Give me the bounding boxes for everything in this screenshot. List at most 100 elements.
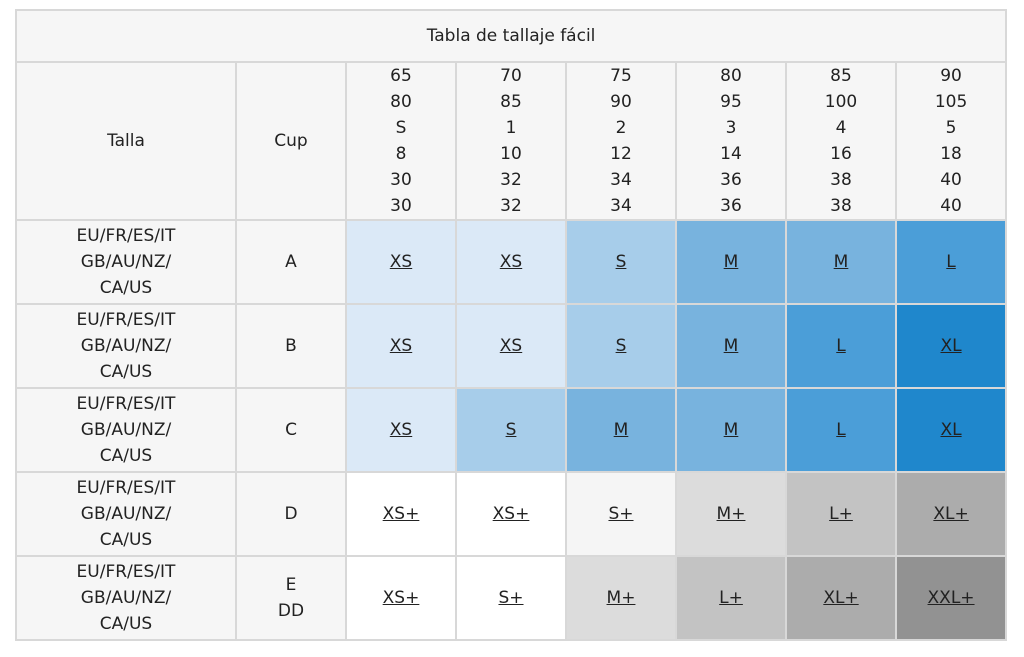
size-cell: S [455, 387, 567, 473]
size-link[interactable]: XS+ [492, 504, 530, 524]
size-link[interactable]: M [723, 420, 739, 440]
cup-label: C [235, 387, 347, 473]
measure-value: 95 [720, 92, 742, 112]
size-link[interactable]: XL [940, 420, 962, 440]
cup-line: DD [277, 601, 305, 621]
measure-value: 30 [390, 170, 412, 190]
header-measure-column: 90 105 5 18 40 40 [894, 61, 1008, 221]
size-cell: M [675, 387, 787, 473]
measure-value: 32 [500, 196, 522, 216]
size-link[interactable]: XL+ [933, 504, 969, 524]
region-line: CA/US [99, 446, 153, 466]
size-link[interactable]: M [613, 420, 629, 440]
size-link[interactable]: XS+ [382, 588, 420, 608]
region-label: EU/FR/ES/IT GB/AU/NZ/CA/US [15, 555, 237, 641]
region-line: GB/AU/NZ/ [80, 588, 172, 608]
size-link[interactable]: L+ [719, 588, 743, 608]
measure-value: 1 [505, 118, 517, 138]
measure-value: 18 [940, 144, 962, 164]
size-link[interactable]: L [836, 420, 846, 440]
cup-line: A [285, 252, 297, 272]
size-link[interactable]: S+ [608, 504, 634, 524]
size-cell: S+ [565, 471, 677, 557]
size-link[interactable]: M [723, 336, 739, 356]
size-link[interactable]: S [505, 420, 517, 440]
size-link[interactable]: S [615, 252, 627, 272]
size-cell: S [565, 219, 677, 305]
size-link[interactable]: XS [499, 336, 523, 356]
size-link[interactable]: XS [499, 252, 523, 272]
header-measure-column: 70 85 1 10 32 32 [455, 61, 567, 221]
size-cell: XS [345, 387, 457, 473]
size-cell: XS [345, 219, 457, 305]
region-line: GB/AU/NZ/ [80, 336, 172, 356]
measure-value: S [395, 118, 407, 138]
measure-value: 38 [830, 196, 852, 216]
region-line: CA/US [99, 362, 153, 382]
size-link[interactable]: XL+ [823, 588, 859, 608]
measure-value: 105 [934, 92, 968, 112]
size-cell: XS [455, 219, 567, 305]
region-line: EU/FR/ES/IT [76, 310, 176, 330]
measure-value: 80 [390, 92, 412, 112]
size-link[interactable]: M+ [716, 504, 746, 524]
region-line: EU/FR/ES/IT [76, 394, 176, 414]
size-cell: M+ [565, 555, 677, 641]
measure-value: 90 [940, 66, 962, 86]
size-cell: XS+ [345, 471, 457, 557]
size-link[interactable]: XS [389, 252, 413, 272]
header-measure-column: 85 100 4 16 38 38 [785, 61, 897, 221]
size-link[interactable]: XS+ [382, 504, 420, 524]
measure-value: 36 [720, 196, 742, 216]
size-link[interactable]: M+ [606, 588, 636, 608]
size-link[interactable]: XS [389, 420, 413, 440]
measure-value: 36 [720, 170, 742, 190]
size-link[interactable]: L+ [829, 504, 853, 524]
size-cell: L [785, 303, 897, 389]
measure-value: 65 [390, 66, 412, 86]
header-cup: Cup [235, 61, 347, 221]
region-line: GB/AU/NZ/ [80, 504, 172, 524]
measure-value: 70 [500, 66, 522, 86]
table-title: Tabla de tallaje fácil [14, 9, 1008, 63]
size-cell: S [565, 303, 677, 389]
size-cell: L [785, 387, 897, 473]
measure-value: 34 [610, 170, 632, 190]
measure-value: 16 [830, 144, 852, 164]
size-chart: Tabla de tallaje fácil Talla Cup 65 80 S 8 3… [14, 9, 1008, 641]
measure-value: 85 [500, 92, 522, 112]
measure-value: 38 [830, 170, 852, 190]
measure-value: 8 [395, 144, 407, 164]
region-line: CA/US [99, 614, 153, 634]
size-link[interactable]: S+ [498, 588, 524, 608]
size-link[interactable]: M [833, 252, 849, 272]
size-link[interactable]: S [615, 336, 627, 356]
size-cell: XL+ [785, 555, 897, 641]
cup-label: D [235, 471, 347, 557]
region-line: EU/FR/ES/IT [76, 562, 176, 582]
size-link[interactable]: L [836, 336, 846, 356]
size-cell: XL+ [894, 471, 1008, 557]
table-row: EU/FR/ES/IT GB/AU/NZ/CA/US D XS+ XS+ S+ M+ L+ XL… [15, 471, 1008, 557]
cup-label: A [235, 219, 347, 305]
table-row: EU/FR/ES/IT GB/AU/NZ/CA/US E DD XS+ S+ M+ L+ XL+… [15, 555, 1008, 641]
size-link[interactable]: L [946, 252, 956, 272]
size-link[interactable]: XS [389, 336, 413, 356]
measure-value: 4 [835, 118, 847, 138]
measure-value: 85 [830, 66, 852, 86]
measure-value: 40 [940, 196, 962, 216]
measure-value: 5 [945, 118, 957, 138]
size-cell: M+ [675, 471, 787, 557]
size-cell: L [894, 219, 1008, 305]
header-measure-column: 75 90 2 12 34 34 [565, 61, 677, 221]
size-cell: M [675, 219, 787, 305]
size-cell: L+ [675, 555, 787, 641]
table-row: EU/FR/ES/IT GB/AU/NZ/CA/US B XS XS S M L XL [15, 303, 1008, 389]
size-link[interactable]: XL [940, 336, 962, 356]
region-label: EU/FR/ES/IT GB/AU/NZ/CA/US [15, 387, 237, 473]
region-label: EU/FR/ES/IT GB/AU/NZ/CA/US [15, 219, 237, 305]
size-link[interactable]: XXL+ [927, 588, 975, 608]
measure-value: 100 [824, 92, 858, 112]
measure-value: 80 [720, 66, 742, 86]
size-link[interactable]: M [723, 252, 739, 272]
